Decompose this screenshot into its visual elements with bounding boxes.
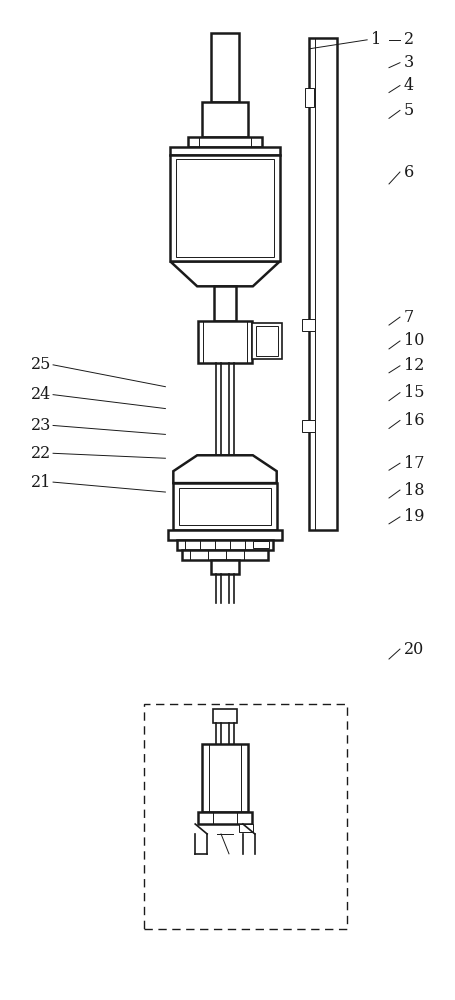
Text: 10: 10 [404, 332, 425, 349]
Text: 23: 23 [31, 417, 51, 434]
Bar [239, 824, 253, 832]
Bar [213, 709, 237, 723]
Text: 4: 4 [404, 77, 414, 94]
Text: 7: 7 [404, 309, 414, 326]
Bar [211, 33, 239, 102]
Bar [202, 744, 248, 812]
Bar [202, 102, 248, 137]
Text: 15: 15 [404, 384, 425, 401]
Text: 3: 3 [404, 54, 414, 71]
Text: 12: 12 [404, 357, 425, 374]
Bar [253, 541, 269, 548]
Bar [256, 326, 278, 356]
Polygon shape [170, 261, 280, 286]
Bar [198, 321, 252, 363]
Text: 1: 1 [371, 31, 381, 48]
Bar [177, 540, 273, 550]
Bar [143, 704, 347, 929]
Bar [252, 323, 282, 359]
Text: 24: 24 [31, 386, 51, 403]
Polygon shape [173, 455, 277, 483]
Bar [182, 550, 268, 560]
Bar [302, 420, 315, 432]
Text: 20: 20 [404, 641, 424, 658]
Bar [198, 812, 252, 824]
Text: 5: 5 [404, 102, 414, 119]
Text: 22: 22 [31, 445, 51, 462]
Bar [309, 38, 337, 530]
Bar [302, 319, 315, 331]
Bar [304, 88, 314, 107]
Text: 21: 21 [31, 474, 51, 491]
Text: 6: 6 [404, 164, 414, 181]
Text: 19: 19 [404, 508, 425, 525]
Bar [170, 147, 280, 155]
Text: 25: 25 [31, 356, 51, 373]
Bar [179, 488, 271, 525]
Text: 18: 18 [404, 482, 425, 499]
Text: 2: 2 [404, 31, 414, 48]
Bar [214, 286, 236, 321]
Bar [177, 159, 274, 257]
Bar [170, 155, 280, 261]
Text: 16: 16 [404, 412, 425, 429]
Bar [168, 530, 282, 540]
Bar [173, 483, 277, 530]
Bar [188, 137, 262, 147]
Bar [211, 560, 239, 574]
Text: 17: 17 [404, 455, 425, 472]
